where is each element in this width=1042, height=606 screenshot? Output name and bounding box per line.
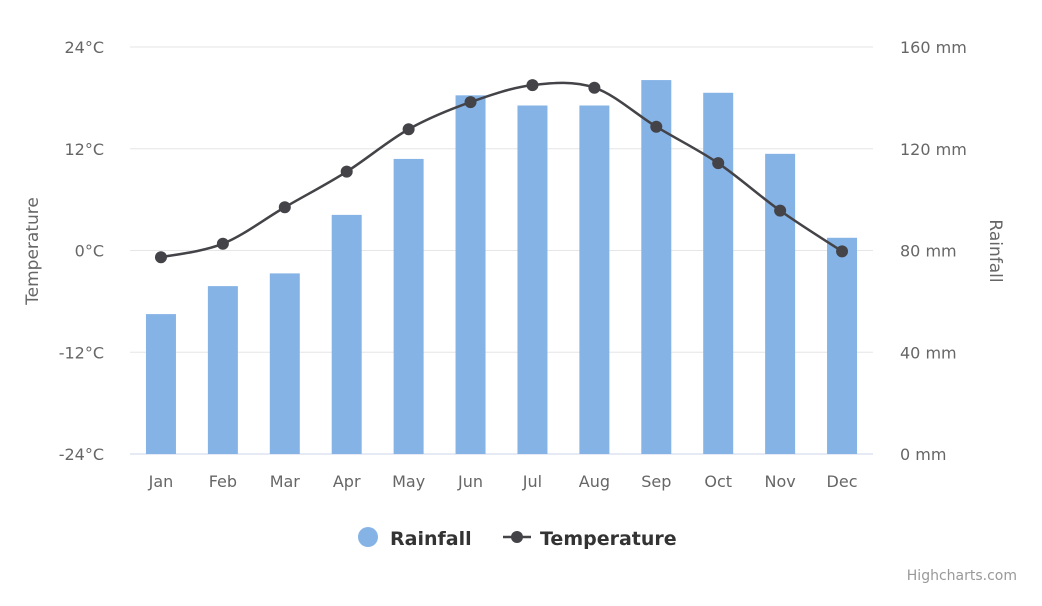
y-left-tick-label: 0°C <box>75 242 104 261</box>
y-left-tick-label: 12°C <box>64 140 104 159</box>
x-tick-label: Nov <box>765 472 796 491</box>
rainfall-bar <box>765 153 796 454</box>
legend-rainfall-symbol <box>358 527 378 547</box>
temperature-point <box>154 251 167 264</box>
rainfall-bar <box>641 80 672 454</box>
y-right-tick-label: 0 mm <box>900 445 946 464</box>
y-left-tick-label: -12°C <box>59 343 104 362</box>
legend-rainfall-label: Rainfall <box>390 528 472 550</box>
rainfall-bar <box>269 273 300 454</box>
temperature-point <box>774 204 787 217</box>
y-right-tick-label: 160 mm <box>900 38 967 57</box>
x-tick-label: Oct <box>704 472 732 491</box>
x-tick-label: May <box>392 472 425 491</box>
x-tick-label: Feb <box>209 472 237 491</box>
rainfall-bar <box>703 92 734 454</box>
temperature-point <box>526 79 539 92</box>
temperature-point <box>588 81 601 94</box>
x-tick-label: Jul <box>522 472 542 491</box>
rainfall-bar <box>145 314 176 454</box>
temperature-point <box>340 165 353 178</box>
temperature-point <box>216 237 229 250</box>
legend-item-temperature[interactable]: Temperature <box>503 528 677 550</box>
rainfall-bar <box>207 286 238 454</box>
y-right-tick-label: 40 mm <box>900 343 957 362</box>
temperature-point <box>712 157 725 170</box>
temperature-point <box>464 96 477 109</box>
temperature-point <box>402 123 415 136</box>
x-tick-label: Sep <box>641 472 671 491</box>
x-tick-label: Jun <box>457 472 483 491</box>
y-right-title: Rainfall <box>985 219 1005 282</box>
rainfall-bar <box>579 105 610 454</box>
y-left-tick-label: 24°C <box>64 38 104 57</box>
rainfall-bar <box>331 214 362 454</box>
rainfall-bar <box>517 105 548 454</box>
temperature-line <box>160 81 843 259</box>
legend-item-rainfall[interactable]: Rainfall <box>358 527 472 550</box>
legend-temperature-symbol <box>511 531 523 543</box>
y-left-tick-label: -24°C <box>59 445 104 464</box>
temperature-point <box>278 201 291 214</box>
temperature-point <box>650 120 663 133</box>
x-tick-label: Jan <box>148 472 174 491</box>
rainfall-bar <box>827 237 858 454</box>
x-tick-label: Mar <box>270 472 301 491</box>
credits-link[interactable]: Highcharts.com <box>907 568 1017 584</box>
y-left-title: Temperature <box>23 197 43 306</box>
legend-temperature-label: Temperature <box>540 528 677 550</box>
x-tick-label: Apr <box>333 472 361 491</box>
x-tick-label: Aug <box>579 472 610 491</box>
x-tick-label: Dec <box>827 472 858 491</box>
temperature-point <box>836 245 849 258</box>
y-right-tick-label: 120 mm <box>900 140 967 159</box>
rainfall-bar <box>393 158 424 455</box>
rainfall-bar <box>455 95 486 455</box>
y-right-tick-label: 80 mm <box>900 242 957 261</box>
